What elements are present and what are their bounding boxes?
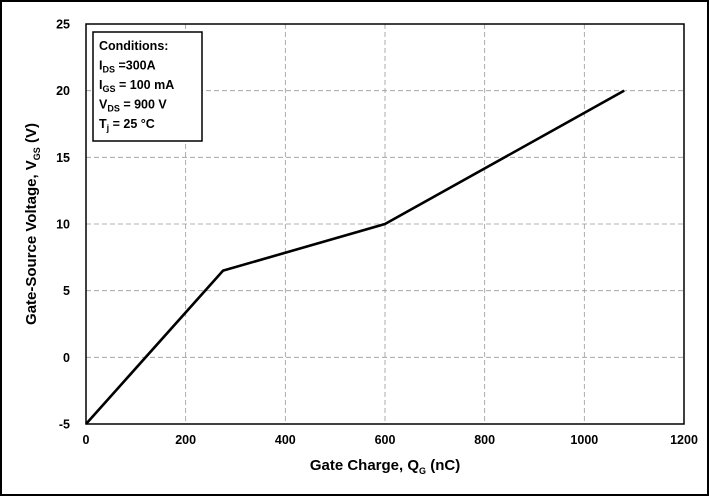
x-tick-label: 1000 <box>570 433 598 447</box>
x-axis-title: Gate Charge, QG (nC) <box>310 457 460 476</box>
conditions-box: Conditions: IDS =300A IGS = 100 mA VDS =… <box>92 31 203 142</box>
x-tick-label: 400 <box>275 433 296 447</box>
condition-tj: Tj = 25 °C <box>99 117 155 133</box>
x-tick-label: 600 <box>375 433 396 447</box>
condition-ids: IDS =300A <box>99 59 156 75</box>
series-line <box>85 89 625 425</box>
plot-area <box>85 23 685 425</box>
conditions-box-border <box>92 31 203 142</box>
y-tick-label: 5 <box>63 284 70 298</box>
condition-igs: IGS = 100 mA <box>99 78 174 94</box>
x-tick-label: 0 <box>83 433 90 447</box>
y-tick-label: 25 <box>56 18 70 32</box>
x-tick-labels: 0 200 400 600 800 1000 1200 <box>83 433 698 447</box>
y-tick-label: 20 <box>56 84 70 98</box>
y-axis-title: Gate-Source Voltage, VGS (V) <box>23 123 42 325</box>
x-tick-label: 200 <box>175 433 196 447</box>
conditions-title: Conditions: <box>99 39 168 53</box>
series-layer <box>85 89 625 425</box>
x-tick-label: 1200 <box>670 433 698 447</box>
y-tick-labels: -5 0 5 10 15 20 25 <box>56 18 70 432</box>
y-tick-label: -5 <box>59 418 70 432</box>
x-tick-label: 800 <box>474 433 495 447</box>
y-tick-label: 10 <box>56 218 70 232</box>
y-tick-label: 0 <box>63 351 70 365</box>
condition-vds: VDS = 900 V <box>99 98 167 114</box>
y-tick-label: 15 <box>56 151 70 165</box>
